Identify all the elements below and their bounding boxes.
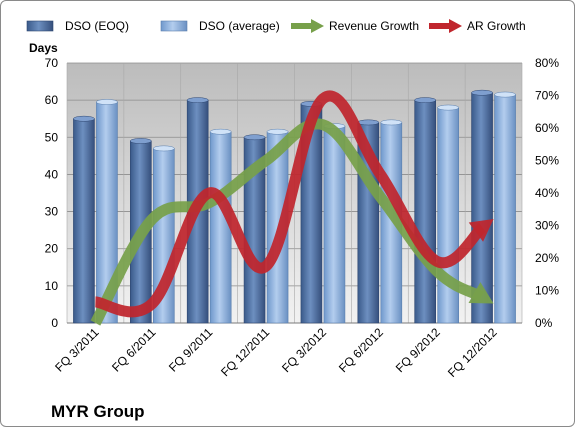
bar-cap-dso-average-fq-6-2011 — [153, 145, 175, 152]
bar-cap-dso-eoq-fq-12-2011 — [243, 134, 266, 141]
bar-dso-eoq-fq-9-2012 — [414, 99, 436, 324]
y-right-tick-label: 40% — [535, 186, 559, 200]
y-left-tick-label: 10 — [45, 279, 59, 293]
arrowhead-revenue-growth — [468, 282, 494, 304]
legend-item-revenue-growth: Revenue Growth — [291, 19, 419, 33]
legend-swatch-arrowhead — [449, 19, 462, 33]
bar-cap-dso-average-fq-3-2011 — [96, 99, 118, 105]
y-right-tick-label: 70% — [535, 89, 559, 103]
x-tick-label: FQ 9/2012 — [393, 325, 443, 375]
bar-cap-dso-average-fq-9-2012 — [437, 104, 459, 111]
y-left-tick-label: 40 — [45, 167, 59, 181]
arrowhead-ar-growth — [468, 219, 494, 242]
y-right-axis: 0% 10% 20% 30% 40% 50% 60% 70% 80% — [535, 56, 559, 330]
bar-cap-dso-eoq-fq-6-2012 — [357, 119, 380, 126]
legend: DSO (EOQ) DSO (average) Revenue Growth AR G… — [26, 19, 526, 33]
bar-cap-dso-eoq-fq-9-2011 — [186, 97, 209, 103]
bar-cap-dso-average-fq-12-2012 — [494, 91, 516, 98]
bar-dso-eoq-fq-3-2011 — [73, 118, 95, 324]
bar-cap-dso-eoq-fq-3-2011 — [73, 115, 95, 122]
x-axis: FQ 3/2011 FQ 6/2011 FQ 9/2011 FQ 12/2011 FQ … — [52, 325, 500, 380]
bar-dso-average-fq-9-2011 — [209, 131, 232, 324]
y-left-tick-label: 70 — [45, 56, 59, 70]
y-right-tick-label: 10% — [535, 284, 559, 298]
legend-label: DSO (average) — [199, 19, 280, 33]
legend-item-dso-average: DSO (average) — [160, 19, 280, 33]
bar-cap-dso-average-fq-6-2012 — [380, 119, 403, 126]
y-left-tick-label: 60 — [45, 93, 59, 107]
y-left-tick-label: 50 — [45, 130, 59, 144]
y-right-tick-label: 50% — [535, 154, 559, 168]
y-right-tick-label: 20% — [535, 251, 559, 265]
legend-label: AR Growth — [467, 19, 526, 33]
y-left-tick-label: 30 — [45, 205, 59, 219]
bars — [73, 89, 516, 324]
y-left-axis: 0 10 20 30 40 50 60 70 — [45, 56, 59, 330]
y-right-tick-label: 60% — [535, 121, 559, 135]
bar-dso-average-fq-3-2012 — [323, 125, 346, 324]
bar-cap-dso-eoq-fq-6-2011 — [130, 138, 152, 144]
y-left-tick-label: 0 — [51, 316, 58, 330]
y-right-tick-label: 30% — [535, 219, 559, 233]
bar-cap-dso-average-fq-12-2011 — [266, 128, 289, 135]
legend-swatch-arrowhead — [311, 19, 324, 33]
legend-swatch — [26, 20, 54, 32]
y-right-tick-label: 0% — [535, 316, 553, 330]
legend-label: DSO (EOQ) — [65, 19, 129, 33]
x-tick-label: FQ 3/2012 — [279, 325, 329, 375]
line-ar-growth — [94, 90, 487, 318]
x-tick-label: FQ 12/2012 — [445, 325, 500, 380]
x-tick-label: FQ 12/2011 — [218, 325, 272, 379]
bar-cap-dso-average-fq-9-2011 — [209, 128, 232, 135]
growth-lines — [90, 90, 494, 326]
x-tick-label: FQ 3/2011 — [52, 325, 102, 375]
legend-item-ar-growth: AR Growth — [429, 19, 526, 33]
bar-cap-dso-eoq-fq-12-2012 — [471, 89, 493, 96]
x-tick-label: FQ 6/2011 — [109, 325, 159, 375]
bar-cap-dso-eoq-fq-9-2012 — [414, 97, 436, 103]
y-right-tick-label: 80% — [535, 56, 559, 70]
x-tick-label: FQ 6/2012 — [336, 325, 386, 375]
legend-swatch — [160, 20, 188, 32]
y-left-tick-label: 20 — [45, 242, 59, 256]
x-tick-label: FQ 9/2011 — [166, 325, 216, 375]
legend-label: Revenue Growth — [329, 19, 419, 33]
company-caption: MYR Group — [51, 402, 145, 421]
bar-dso-average-fq-12-2012 — [494, 94, 516, 324]
y-left-axis-title: Days — [29, 41, 58, 55]
legend-item-dso-eoq: DSO (EOQ) — [26, 19, 129, 33]
